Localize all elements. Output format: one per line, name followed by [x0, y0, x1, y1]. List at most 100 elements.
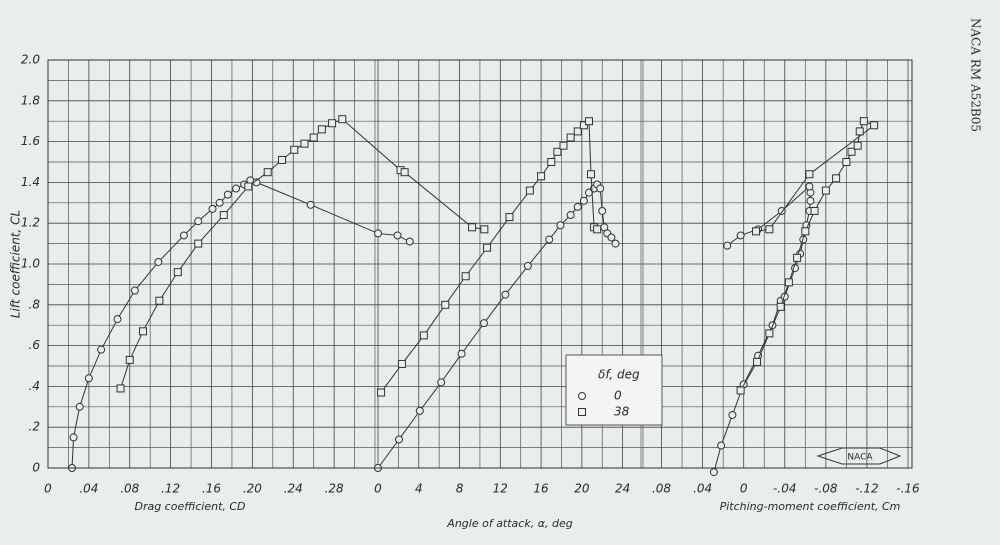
x-tick-label: .08 — [120, 482, 139, 496]
x-tick-label: 24 — [615, 482, 630, 496]
marks — [68, 115, 879, 477]
data-point — [579, 196, 588, 205]
data-point — [736, 386, 745, 395]
x-axis-label: Angle of attack, α, deg — [446, 517, 572, 530]
data-point — [776, 302, 785, 311]
legend-label: 0 — [614, 389, 622, 403]
series-line — [120, 118, 485, 389]
data-point — [607, 233, 616, 242]
x-tick-label: .12 — [161, 482, 180, 496]
data-point — [855, 127, 864, 136]
data-point — [752, 227, 761, 236]
x-tick-label: 0 — [740, 482, 748, 496]
y-tick-label: 1.8 — [21, 93, 40, 107]
series-line — [377, 183, 616, 469]
data-point — [113, 315, 122, 324]
data-point — [290, 145, 299, 154]
data-point — [374, 229, 383, 238]
x-tick-label: .16 — [202, 482, 221, 496]
y-tick-label: 1.6 — [21, 134, 40, 148]
y-tick-label: .4 — [29, 379, 40, 393]
data-point — [278, 155, 287, 164]
data-point — [801, 227, 810, 236]
x-tick-label: 0 — [44, 482, 52, 496]
data-point — [194, 239, 203, 248]
x-tick-label: 20 — [574, 482, 590, 496]
data-point — [328, 119, 337, 128]
y-tick-label: 1.0 — [21, 257, 40, 271]
y-tick-label: 1.4 — [21, 175, 40, 189]
data-point — [397, 359, 406, 368]
x-tick-label: 4 — [415, 482, 423, 496]
data-point — [723, 241, 732, 250]
data-point — [338, 115, 347, 124]
legend-label: 38 — [614, 405, 630, 419]
data-point — [400, 168, 409, 177]
data-point — [155, 296, 164, 305]
data-point — [208, 204, 217, 213]
x-tick-label: -.12 — [855, 482, 878, 496]
data-point — [437, 378, 446, 387]
data-point — [223, 190, 232, 199]
data-point — [97, 345, 106, 354]
y-tick-label: .6 — [29, 338, 41, 352]
data-point — [547, 158, 556, 166]
data-point — [832, 174, 841, 183]
data-point — [842, 158, 851, 166]
grid — [47, 59, 912, 469]
x-tick-label: -.08 — [814, 482, 838, 496]
data-point — [717, 441, 726, 450]
data-point — [579, 121, 588, 130]
data-point — [116, 384, 125, 393]
x-tick-label: .04 — [79, 482, 98, 496]
data-point — [457, 349, 466, 358]
data-point — [765, 329, 774, 338]
y-tick-label: 2.0 — [21, 53, 40, 67]
report-number: NACA RM A52B05 — [969, 18, 983, 132]
data-point — [244, 182, 253, 191]
data-point — [480, 225, 489, 234]
y-tick-label: .8 — [29, 297, 41, 311]
data-point — [419, 331, 428, 340]
x-tick-label: 12 — [493, 482, 508, 496]
legend-marker — [578, 408, 586, 416]
data-point — [753, 357, 762, 366]
data-point — [709, 468, 718, 477]
data-point — [593, 225, 602, 234]
y-tick-label: 0 — [32, 461, 40, 475]
data-point — [847, 147, 856, 156]
data-point — [84, 374, 93, 383]
data-point — [317, 125, 326, 134]
series-line — [713, 185, 811, 473]
data-point — [611, 239, 620, 248]
data-point — [545, 235, 554, 244]
data-point — [194, 217, 203, 226]
data-point — [306, 200, 315, 209]
data-point — [394, 435, 403, 444]
data-point — [736, 231, 745, 240]
data-point — [75, 402, 84, 411]
data-point — [821, 186, 830, 195]
data-point — [553, 147, 562, 156]
data-point — [505, 213, 514, 222]
data-point — [598, 206, 607, 215]
data-point — [130, 286, 139, 295]
x-tick-label: 8 — [456, 482, 464, 496]
data-point — [805, 182, 814, 191]
x-axis-label: Drag coefficient, CD — [134, 500, 245, 513]
data-point — [573, 127, 582, 136]
y-axis-label: Lift coefficient, CL — [9, 210, 23, 318]
y-tick-label: .2 — [29, 420, 40, 434]
data-point — [596, 184, 605, 193]
data-point — [537, 172, 546, 181]
data-point — [441, 300, 450, 309]
data-point — [393, 231, 402, 240]
data-point — [556, 221, 565, 230]
x-tick-label: .28 — [325, 482, 344, 496]
data-point — [480, 319, 488, 328]
legend-title: δf, deg — [598, 368, 640, 382]
x-tick-label: .24 — [284, 482, 303, 496]
data-point — [139, 327, 148, 336]
data-point — [573, 202, 582, 211]
